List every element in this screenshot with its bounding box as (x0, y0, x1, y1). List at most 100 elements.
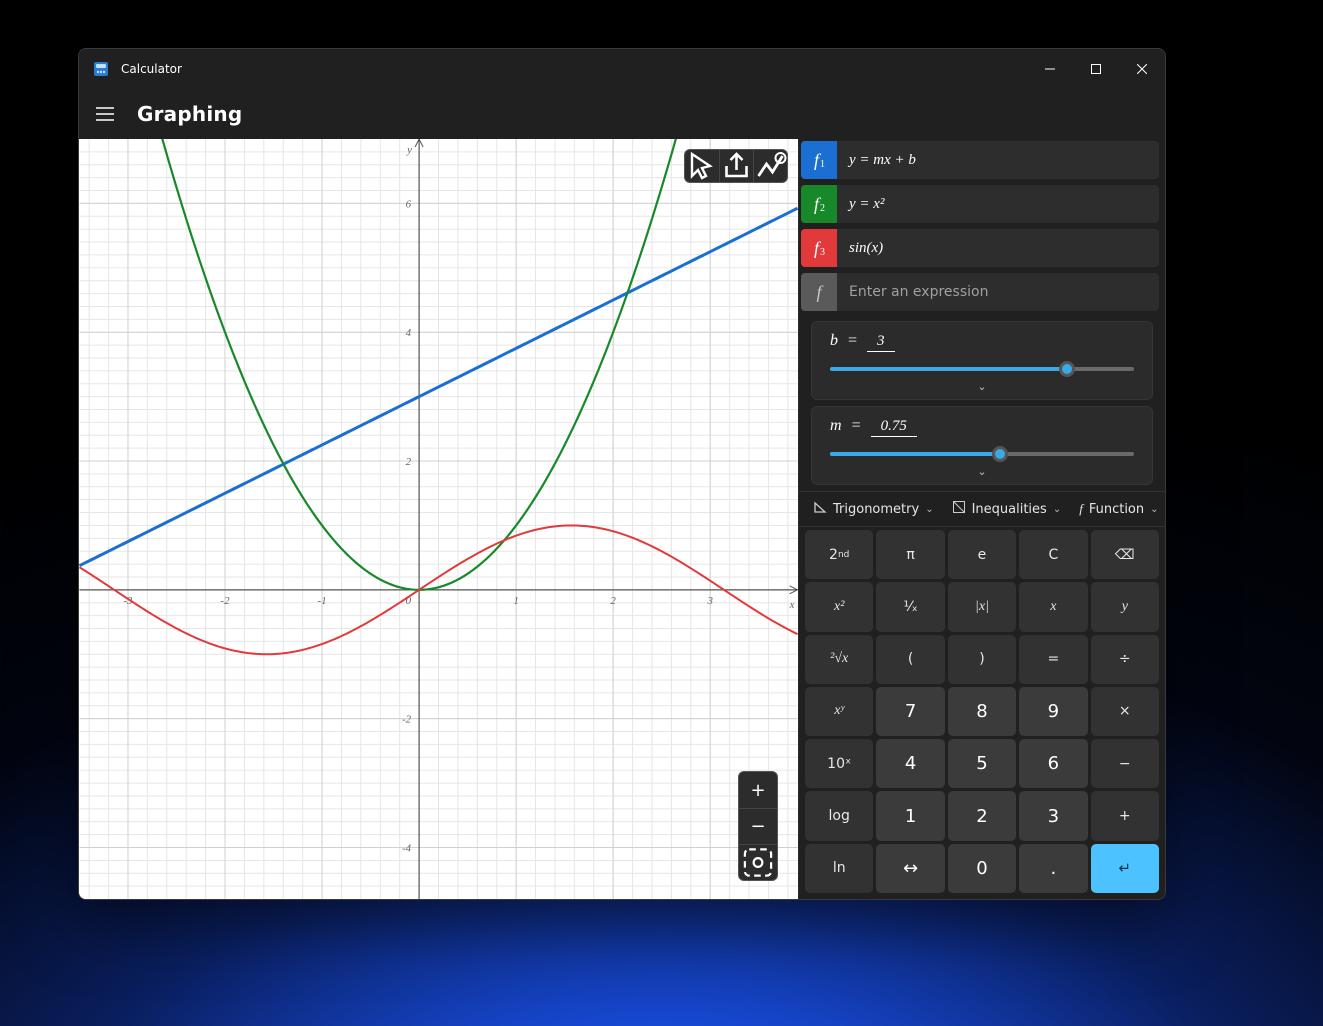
titlebar: Calculator (79, 49, 1165, 89)
angle-icon (813, 500, 827, 518)
variable-sliders: b=3 ⌄ m=0.75 ⌄ (799, 311, 1165, 491)
dropdown-label: Function (1089, 502, 1144, 517)
key-π[interactable]: π (876, 530, 944, 579)
key-⌫[interactable]: ⌫ (1091, 530, 1159, 579)
key-¹⁄ₓ[interactable]: ¹⁄ₓ (876, 582, 944, 631)
svg-text:-2: -2 (220, 595, 230, 607)
slider-label: b=3 (830, 332, 1134, 352)
svg-text:2: 2 (406, 456, 412, 468)
key-ln[interactable]: ln (805, 844, 873, 893)
nav-menu-button[interactable] (85, 94, 125, 134)
svg-text:4: 4 (406, 327, 412, 339)
keypad: 2ndπeC⌫ x²¹⁄ₓ|x|xy ²√x()=÷ xʸ789× 10ˣ456− log… (799, 527, 1165, 899)
function-icon: f (1079, 501, 1083, 517)
function-badge-blank: f (801, 273, 837, 311)
calculator-window: Calculator Graphing -3-2-1123-4-22460xy (78, 48, 1166, 900)
key-y[interactable]: y (1091, 582, 1159, 631)
function-expression[interactable]: sin(x) (837, 240, 1159, 257)
function-expression[interactable]: y = x² (837, 196, 1159, 213)
key-0[interactable]: 0 (948, 844, 1016, 893)
dropdown-function[interactable]: f Function ⌄ (1079, 501, 1158, 517)
new-function-row[interactable]: fEnter an expression (801, 273, 1159, 311)
key-10ˣ[interactable]: 10ˣ (805, 739, 873, 788)
key-x[interactable]: x (1019, 582, 1087, 631)
key-4[interactable]: 4 (876, 739, 944, 788)
minimize-button[interactable] (1027, 49, 1073, 89)
slider-track[interactable] (830, 447, 1134, 461)
function-badge[interactable]: f2 (801, 185, 837, 223)
graph-options-button[interactable] (753, 150, 787, 182)
key-−[interactable]: − (1091, 739, 1159, 788)
key-9[interactable]: 9 (1019, 687, 1087, 736)
svg-text:2: 2 (610, 595, 616, 607)
key-x²[interactable]: x² (805, 582, 873, 631)
cursor-tool-button[interactable] (685, 150, 719, 182)
svg-text:-1: -1 (317, 595, 326, 607)
graph-pane[interactable]: -3-2-1123-4-22460xy + − (79, 139, 799, 899)
key-1[interactable]: 1 (876, 791, 944, 840)
key-↵[interactable]: ↵ (1091, 844, 1159, 893)
svg-text:y: y (406, 144, 412, 156)
key-)[interactable]: ) (948, 635, 1016, 684)
chevron-down-icon: ⌄ (1053, 504, 1061, 515)
key-log[interactable]: log (805, 791, 873, 840)
dropdown-inequalities[interactable]: Inequalities ⌄ (952, 500, 1062, 518)
svg-text:6: 6 (406, 198, 412, 210)
graph-toolbar (684, 149, 788, 183)
key-5[interactable]: 5 (948, 739, 1016, 788)
slider-expand-button[interactable]: ⌄ (830, 461, 1134, 478)
maximize-button[interactable] (1073, 49, 1119, 89)
close-button[interactable] (1119, 49, 1165, 89)
svg-text:3: 3 (706, 595, 713, 607)
function-badge[interactable]: f1 (801, 141, 837, 179)
key-([interactable]: ( (876, 635, 944, 684)
function-badge[interactable]: f3 (801, 229, 837, 267)
content: -3-2-1123-4-22460xy + − (79, 139, 1165, 899)
key-8[interactable]: 8 (948, 687, 1016, 736)
key-+[interactable]: + (1091, 791, 1159, 840)
dropdown-label: Trigonometry (833, 502, 919, 517)
share-button[interactable] (719, 150, 753, 182)
function-row-3[interactable]: f3sin(x) (801, 229, 1159, 267)
slider-expand-button[interactable]: ⌄ (830, 376, 1134, 393)
chevron-down-icon: ⌄ (925, 504, 933, 515)
function-row-2[interactable]: f2y = x² (801, 185, 1159, 223)
svg-text:1: 1 (513, 595, 518, 607)
key-2[interactable]: 2nd (805, 530, 873, 579)
app-icon (93, 61, 109, 77)
key-×[interactable]: × (1091, 687, 1159, 736)
svg-text:-2: -2 (402, 714, 412, 726)
key-C[interactable]: C (1019, 530, 1087, 579)
slider-track[interactable] (830, 362, 1134, 376)
slider-b: b=3 ⌄ (811, 321, 1153, 400)
key-.[interactable]: . (1019, 844, 1087, 893)
key-2[interactable]: 2 (948, 791, 1016, 840)
zoom-fit-button[interactable] (739, 844, 777, 880)
key-↔[interactable]: ↔ (876, 844, 944, 893)
graph-canvas[interactable]: -3-2-1123-4-22460xy (79, 139, 798, 899)
key-²√x[interactable]: ²√x (805, 635, 873, 684)
key-|x|[interactable]: |x| (948, 582, 1016, 631)
zoom-in-button[interactable]: + (739, 772, 777, 808)
dropdown-trigonometry[interactable]: Trigonometry ⌄ (813, 500, 934, 518)
svg-text:x: x (789, 599, 795, 611)
key-=[interactable]: = (1019, 635, 1087, 684)
slider-label: m=0.75 (830, 417, 1134, 437)
chevron-down-icon: ⌄ (1150, 504, 1158, 515)
function-list: f1y = mx + bf2y = x²f3sin(x)fEnter an ex… (799, 139, 1165, 311)
key-3[interactable]: 3 (1019, 791, 1087, 840)
function-row-1[interactable]: f1y = mx + b (801, 141, 1159, 179)
expression-input[interactable]: Enter an expression (837, 284, 1159, 300)
key-6[interactable]: 6 (1019, 739, 1087, 788)
key-÷[interactable]: ÷ (1091, 635, 1159, 684)
slider-value[interactable]: 3 (867, 333, 895, 352)
dropdown-label: Inequalities (972, 502, 1047, 517)
key-7[interactable]: 7 (876, 687, 944, 736)
key-e[interactable]: e (948, 530, 1016, 579)
zoom-out-button[interactable]: − (739, 808, 777, 844)
slider-value[interactable]: 0.75 (871, 418, 917, 437)
app-title: Calculator (121, 62, 182, 76)
function-expression[interactable]: y = mx + b (837, 152, 1159, 169)
key-xʸ[interactable]: xʸ (805, 687, 873, 736)
svg-text:-4: -4 (402, 842, 412, 854)
